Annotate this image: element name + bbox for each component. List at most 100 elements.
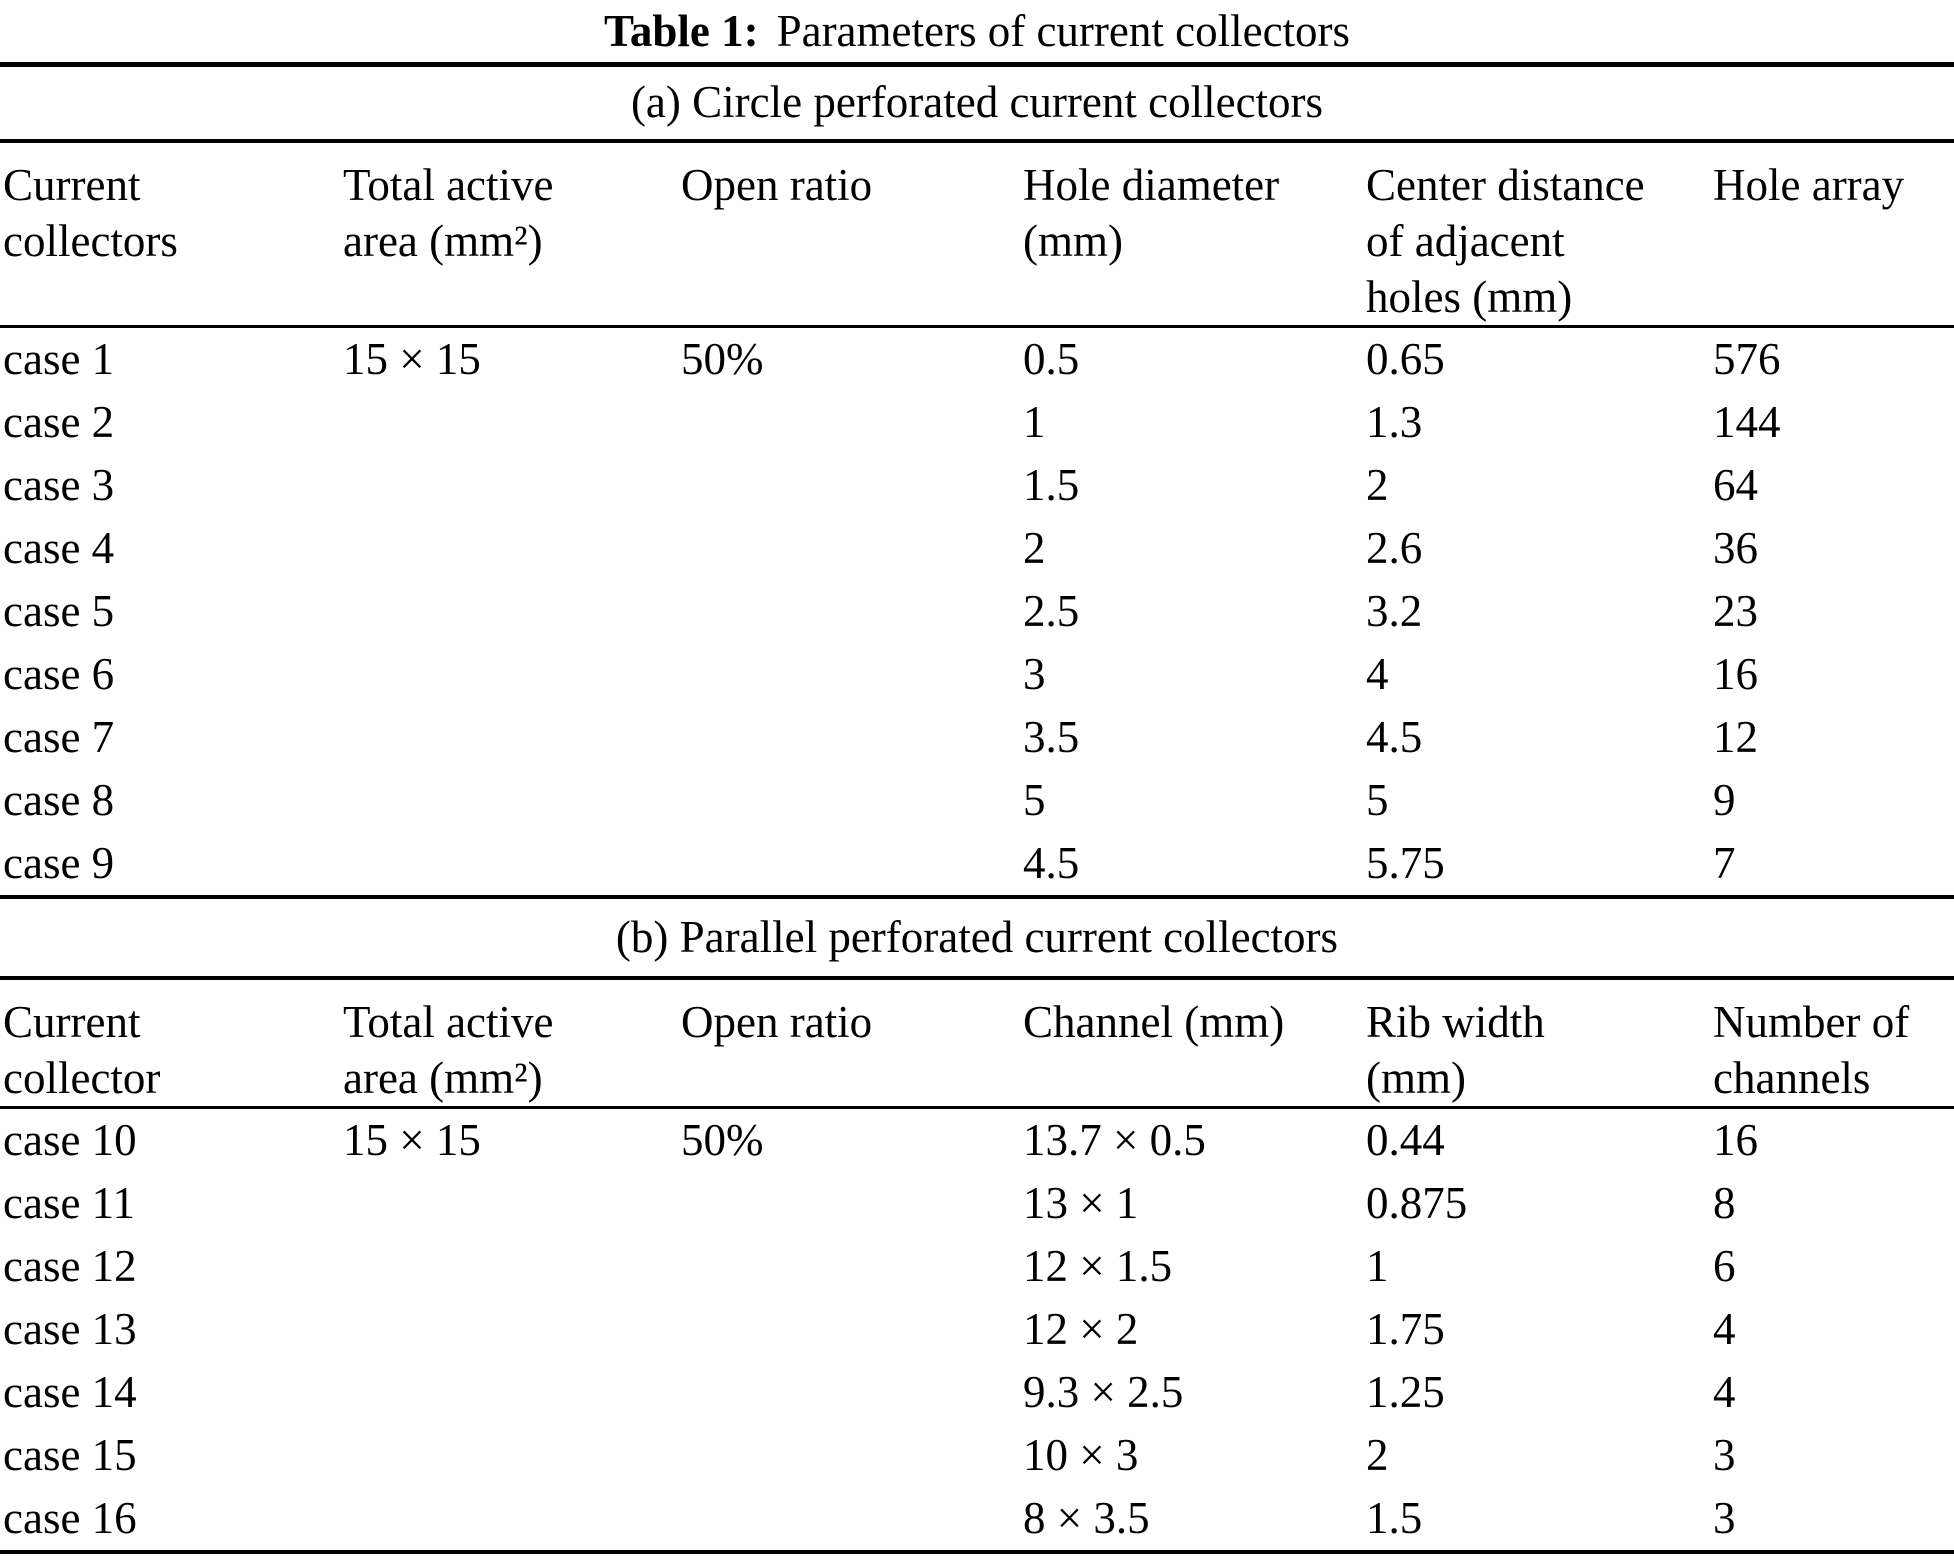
table-cell: 1.25 [1366, 1367, 1445, 1417]
table-row: case 1 15 × 15 50% 0.5 0.65 576 [0, 327, 1954, 392]
table-cell: 576 [1713, 334, 1781, 384]
column-header: Total active area (mm²) [340, 143, 678, 328]
table-cell [678, 1172, 1020, 1235]
table-cell [678, 1424, 1020, 1487]
table-cell: 6 [1713, 1241, 1736, 1291]
table-cell: 3.5 [1023, 712, 1080, 762]
table-cell [340, 1487, 678, 1550]
column-header: Current collector [0, 980, 340, 1109]
table-row: case 8 5 5 9 [0, 769, 1954, 832]
table-cell: 15 × 15 [343, 1115, 481, 1165]
divider-mid-top [0, 895, 1954, 899]
table-cell: case 9 [3, 838, 115, 888]
table-cell: 4.5 [1366, 712, 1423, 762]
table-cell: case 5 [3, 586, 115, 636]
table-cell [340, 517, 678, 580]
table-cell: 15 × 15 [343, 334, 481, 384]
table-cell: 2.6 [1366, 523, 1423, 573]
table-cell: case 7 [3, 712, 115, 762]
table-cell: 50% [681, 334, 764, 384]
table-cell [340, 1298, 678, 1361]
table-row: case 6 3 4 16 [0, 643, 1954, 706]
table-row: case 15 10 × 3 2 3 [0, 1424, 1954, 1487]
table-cell: case 10 [3, 1115, 137, 1165]
column-header: Current collectors [0, 143, 340, 328]
table-cell: 7 [1713, 838, 1736, 888]
table-number: Table 1: [603, 6, 759, 56]
table-header-row: Current collector Total active area (mm²… [0, 980, 1954, 1109]
table-cell: 0.44 [1366, 1115, 1445, 1165]
table-cell [340, 1172, 678, 1235]
column-header: Rib width (mm) [1363, 980, 1710, 1109]
table-cell: case 2 [3, 397, 115, 447]
table-cell: case 11 [3, 1178, 136, 1228]
table-cell: 1.3 [1366, 397, 1423, 447]
table-cell: 50% [681, 1115, 764, 1165]
table-cell: 10 × 3 [1023, 1430, 1139, 1480]
column-header: Hole diameter (mm) [1020, 143, 1363, 328]
table-cell: 0.5 [1023, 334, 1080, 384]
table-cell: case 15 [3, 1430, 137, 1480]
table-cell: 1.5 [1023, 460, 1080, 510]
column-header: Hole array [1710, 143, 1954, 328]
table-cell: 2 [1023, 523, 1046, 573]
circle-perforated-table: Current collectors Total active area (mm… [0, 143, 1954, 895]
table-cell [340, 1424, 678, 1487]
table-row: case 16 8 × 3.5 1.5 3 [0, 1487, 1954, 1550]
column-header: Center distance of adjacent holes (mm) [1363, 143, 1710, 328]
table-cell: 4 [1366, 649, 1389, 699]
table-cell: 1.75 [1366, 1304, 1445, 1354]
column-header: Open ratio [678, 980, 1020, 1109]
table-cell: 5.75 [1366, 838, 1445, 888]
table-cell: 1.5 [1366, 1493, 1423, 1543]
table-cell: 9.3 × 2.5 [1023, 1367, 1184, 1417]
table-cell: 36 [1713, 523, 1758, 573]
table-cell: case 8 [3, 775, 115, 825]
table-cell: 3 [1713, 1430, 1736, 1480]
table-row: case 12 12 × 1.5 1 6 [0, 1235, 1954, 1298]
parallel-perforated-table: Current collector Total active area (mm²… [0, 980, 1954, 1550]
table-caption: Table 1: Parameters of current collectors [0, 0, 1954, 62]
table-cell [678, 643, 1020, 706]
table-cell [340, 1235, 678, 1298]
section-b-heading: (b) Parallel perforated current collecto… [615, 912, 1339, 962]
table-row: case 9 4.5 5.75 7 [0, 832, 1954, 895]
table-cell: 12 [1713, 712, 1758, 762]
table-cell: 9 [1713, 775, 1736, 825]
table-cell [340, 1361, 678, 1424]
table-cell [678, 454, 1020, 517]
table-cell: case 16 [3, 1493, 137, 1543]
table-cell: 4 [1713, 1367, 1736, 1417]
table-cell: 3 [1023, 649, 1046, 699]
table-cell [678, 517, 1020, 580]
column-header: Open ratio [678, 143, 1020, 328]
table-cell [340, 706, 678, 769]
table-row: case 7 3.5 4.5 12 [0, 706, 1954, 769]
table-cell: 8 × 3.5 [1023, 1493, 1150, 1543]
table-cell [678, 1487, 1020, 1550]
divider-bottom [0, 1550, 1954, 1554]
table-cell: 2 [1366, 460, 1389, 510]
section-a-heading: (a) Circle perforated current collectors [630, 77, 1324, 127]
table-row: case 2 1 1.3 144 [0, 391, 1954, 454]
table-cell: 2.5 [1023, 586, 1080, 636]
table-cell [678, 580, 1020, 643]
table-cell: 64 [1713, 460, 1758, 510]
table-cell: 23 [1713, 586, 1758, 636]
table-cell: 2 [1366, 1430, 1389, 1480]
table-cell [678, 706, 1020, 769]
table-cell: 16 [1713, 649, 1758, 699]
table-row: case 13 12 × 2 1.75 4 [0, 1298, 1954, 1361]
table-cell: 1 [1366, 1241, 1389, 1291]
table-cell: 16 [1713, 1115, 1758, 1165]
table-cell: 3 [1713, 1493, 1736, 1543]
table-cell: 1 [1023, 397, 1046, 447]
table-cell: 8 [1713, 1178, 1736, 1228]
table-header-row: Current collectors Total active area (mm… [0, 143, 1954, 328]
table-cell: 0.65 [1366, 334, 1445, 384]
divider-section-b [0, 976, 1954, 980]
table-cell: 5 [1023, 775, 1046, 825]
column-header: Channel (mm) [1020, 980, 1363, 1109]
table-cell: 12 × 2 [1023, 1304, 1139, 1354]
